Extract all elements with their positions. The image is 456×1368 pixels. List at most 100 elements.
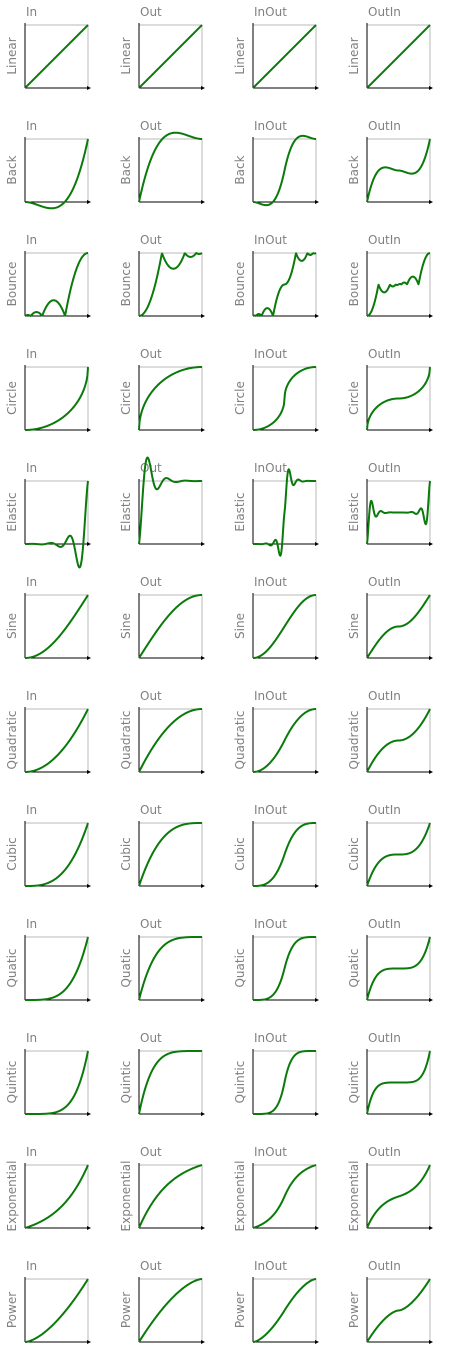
x-axis-arrow [201, 86, 205, 90]
mode-label: In [26, 689, 38, 703]
plot-area [366, 1049, 433, 1116]
x-axis-arrow [315, 884, 319, 888]
easing-curve-quatic-out [138, 936, 203, 1001]
plot-area [24, 1277, 91, 1344]
plot-frame [139, 1164, 203, 1228]
plot-area [138, 1049, 205, 1116]
easing-plot-power-outin: OutIn Power [342, 1254, 456, 1368]
x-axis-arrow [429, 314, 433, 318]
x-axis-arrow [315, 86, 319, 90]
x-axis-arrow [315, 1112, 319, 1116]
easing-curve-linear-in [24, 24, 89, 89]
x-axis-arrow [201, 1112, 205, 1116]
easing-curve-elastic-out [138, 456, 203, 545]
easing-curve-elastic-outin [366, 480, 431, 545]
mode-label: In [26, 1259, 38, 1273]
x-axis-arrow [87, 656, 91, 660]
plot-area [366, 707, 433, 774]
x-axis-arrow [87, 314, 91, 318]
plot-frame [25, 480, 89, 544]
x-axis-arrow [315, 656, 319, 660]
easing-curve-linear-inout [252, 24, 317, 89]
easing-plot-elastic-outin: OutIn Elastic [342, 456, 456, 570]
easing-curve-sine-inout [252, 594, 317, 659]
x-axis-arrow [429, 200, 433, 204]
easing-plot-quadratic-out: Out Quadratic [114, 684, 228, 798]
plot-area [252, 707, 319, 774]
easing-curve-quadratic-outin [366, 708, 431, 773]
mode-label: In [26, 461, 38, 475]
x-axis-arrow [87, 770, 91, 774]
easing-plot-linear-in: In Linear [0, 0, 114, 114]
mode-label: InOut [254, 1031, 287, 1045]
plot-area [138, 821, 205, 888]
plot-frame [139, 138, 203, 202]
x-axis-arrow [429, 86, 433, 90]
easing-curve-linear-out [138, 24, 203, 89]
easing-curve-quintic-inout [252, 1050, 317, 1115]
easing-plot-linear-outin: OutIn Linear [342, 0, 456, 114]
mode-label: InOut [254, 461, 287, 475]
mode-label: OutIn [368, 119, 401, 133]
plot-area [138, 935, 205, 1002]
mode-label: InOut [254, 575, 287, 589]
easing-plot-exponential-outin: OutIn Exponential [342, 1140, 456, 1254]
x-axis-arrow [87, 1340, 91, 1344]
easing-curve-exponential-inout [252, 1164, 317, 1229]
x-axis-arrow [87, 428, 91, 432]
easing-plot-quatic-in: In Quatic [0, 912, 114, 1026]
plot-area [24, 365, 91, 432]
plot-area [24, 1049, 91, 1116]
easing-curve-power-out [138, 1278, 203, 1343]
x-axis-arrow [429, 770, 433, 774]
plot-area [138, 1277, 205, 1344]
mode-label: Out [140, 1259, 162, 1273]
mode-label: In [26, 233, 38, 247]
x-axis-arrow [201, 1226, 205, 1230]
easing-curve-circle-outin [366, 366, 431, 431]
mode-label: Out [140, 917, 162, 931]
easing-curve-cubic-outin [366, 822, 431, 887]
plot-area [366, 593, 433, 660]
plot-frame [25, 708, 89, 772]
plot-frame [139, 594, 203, 658]
mode-label: OutIn [368, 347, 401, 361]
x-axis-arrow [315, 200, 319, 204]
x-axis-arrow [429, 998, 433, 1002]
plot-area [138, 456, 205, 546]
easing-curve-exponential-out [138, 1164, 203, 1229]
mode-label: OutIn [368, 803, 401, 817]
easing-curve-cubic-inout [252, 822, 317, 887]
easing-plot-bounce-inout: InOut Bounce [228, 228, 342, 342]
x-axis-arrow [315, 428, 319, 432]
plot-area [366, 1163, 433, 1230]
easing-curve-circle-inout [252, 366, 317, 431]
mode-label: In [26, 1145, 38, 1159]
easing-curve-exponential-outin [366, 1164, 431, 1229]
easing-curve-exponential-in [24, 1164, 89, 1229]
mode-label: In [26, 119, 38, 133]
easing-plot-back-in: In Back [0, 114, 114, 228]
mode-label: In [26, 347, 38, 361]
x-axis-arrow [87, 1226, 91, 1230]
x-axis-arrow [429, 884, 433, 888]
x-axis-arrow [87, 542, 91, 546]
mode-label: InOut [254, 233, 287, 247]
x-axis-arrow [429, 428, 433, 432]
easing-plot-circle-out: Out Circle [114, 342, 228, 456]
plot-frame [25, 594, 89, 658]
x-axis-arrow [429, 1226, 433, 1230]
easing-plot-bounce-in: In Bounce [0, 228, 114, 342]
mode-label: InOut [254, 689, 287, 703]
mode-label: InOut [254, 347, 287, 361]
easing-curve-cubic-out [138, 822, 203, 887]
plot-area [138, 365, 205, 432]
plot-area [366, 821, 433, 888]
mode-label: Out [140, 689, 162, 703]
easing-plot-sine-outin: OutIn Sine [342, 570, 456, 684]
easing-curve-sine-out [138, 594, 203, 659]
mode-label: InOut [254, 1259, 287, 1273]
plot-area [24, 23, 91, 90]
plot-area [24, 821, 91, 888]
